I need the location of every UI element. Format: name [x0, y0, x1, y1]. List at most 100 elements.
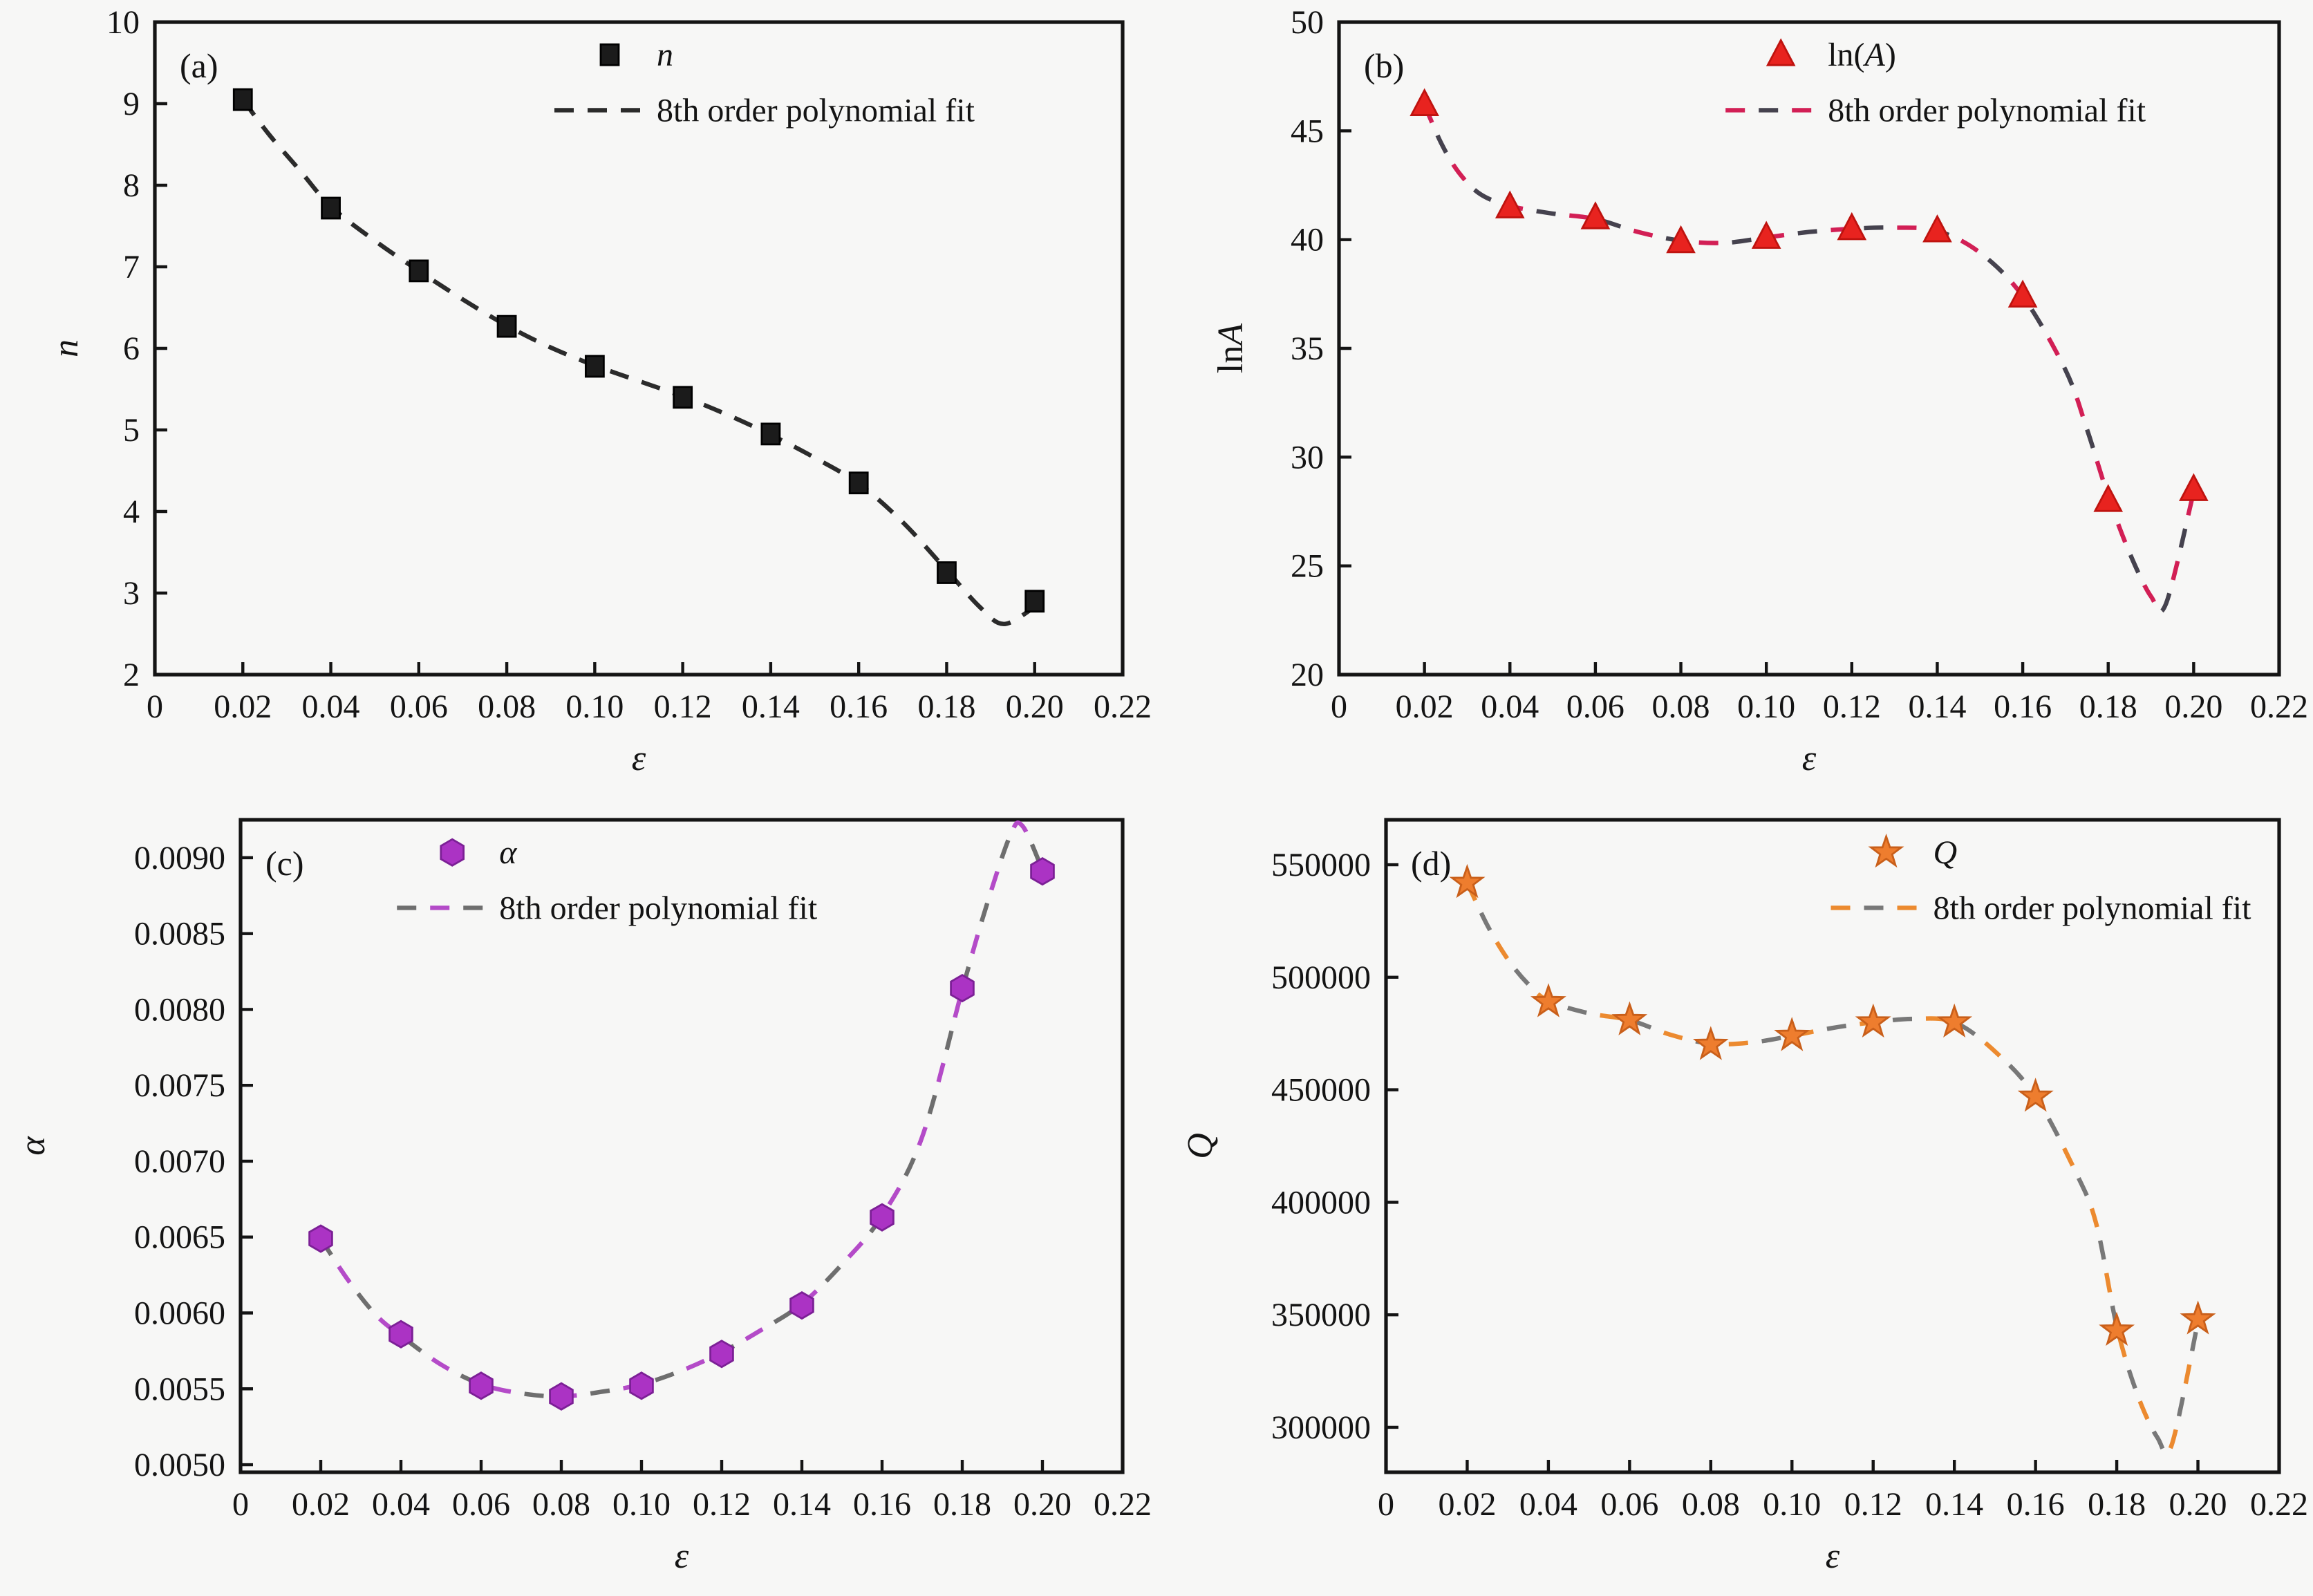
panel-a: 0 0.02 0.04 0.06 0.08 0.10 0.12 0.14 0.16 0.18 0.2…	[0, 0, 1156, 798]
x-tick-label: 0.06	[1600, 1486, 1658, 1523]
data-point-marker	[388, 1320, 413, 1349]
x-tick-label: 0.08	[532, 1486, 590, 1523]
y-tick-label: 0.0050	[134, 1447, 225, 1483]
legend-marker	[440, 838, 465, 867]
x-tick-label: 0.18	[2088, 1486, 2146, 1523]
y-tick-label: 25	[1291, 548, 1324, 585]
x-tick-label: 0.08	[478, 688, 536, 725]
data-point-marker	[469, 1371, 494, 1400]
panel-b: 0 0.02 0.04 0.06 0.08 0.10 0.12 0.14 0.16 0.18 0.2…	[1156, 0, 2313, 798]
data-point-marker	[1611, 1001, 1648, 1035]
legend-marker	[599, 43, 620, 66]
y-tick-label: 550000	[1271, 847, 1371, 883]
data-point-marker	[2093, 484, 2124, 512]
x-axis-label: ε	[1802, 739, 1817, 778]
legend-marker	[1766, 38, 1796, 66]
y-axis-label: α	[13, 1136, 53, 1156]
x-tick-label: 0.14	[1925, 1486, 1983, 1523]
x-tick-label: 0.22	[2250, 1486, 2308, 1523]
y-tick-label: 5	[123, 412, 140, 449]
x-tick-label: 0.20	[2169, 1486, 2227, 1523]
y-tick-label: 0.0075	[134, 1067, 225, 1104]
data-point-marker	[2017, 1078, 2054, 1112]
x-axis-label: ε	[675, 1537, 689, 1576]
x-tick-label: 0.04	[1481, 688, 1539, 725]
fit-curve	[1422, 104, 2196, 614]
data-point-marker	[1410, 88, 1439, 116]
data-point-marker	[1495, 190, 1525, 218]
data-point-marker	[1774, 1017, 1810, 1051]
x-tick-label: 0.18	[2079, 688, 2137, 725]
panel-c-chart: 0 0.02 0.04 0.06 0.08 0.10 0.12 0.14 0.16 0.18 0.2…	[13, 818, 1152, 1576]
data-point-marker	[584, 355, 605, 378]
data-point-marker	[2099, 1311, 2135, 1346]
x-tick-label: 0.14	[742, 688, 800, 725]
x-tick-label: 0.12	[1823, 688, 1881, 725]
y-tick-label: 8	[123, 167, 140, 204]
y-tick-label: 0.0080	[134, 991, 225, 1028]
data-point-marker	[1693, 1026, 1729, 1060]
data-point-marker	[1855, 1003, 1891, 1038]
panel-d-chart: 0 0.02 0.04 0.06 0.08 0.10 0.12 0.14 0.16 0.18 0.2…	[1181, 818, 2308, 1576]
y-axis-label: lnA	[1211, 323, 1251, 373]
data-point-marker	[673, 386, 693, 409]
legend-label: Q	[1933, 834, 1958, 871]
y-axis-label: n	[46, 339, 86, 357]
x-tick-label: 0.12	[654, 688, 712, 725]
x-tick-label: 0	[1331, 688, 1347, 725]
legend-marker	[1868, 833, 1904, 868]
fit-curve	[241, 98, 1036, 627]
panel-c: 0 0.02 0.04 0.06 0.08 0.10 0.12 0.14 0.16 0.18 0.2…	[0, 798, 1156, 1596]
data-point-marker	[308, 1224, 333, 1253]
plot-border	[153, 20, 1125, 677]
legend-label: 8th order polynomial fit	[1828, 92, 2146, 129]
y-tick-label: 400000	[1271, 1184, 1371, 1221]
x-tick-label: 0.02	[292, 1486, 350, 1523]
legend-label: 8th order polynomial fit	[1933, 890, 2252, 926]
y-tick-label: 500000	[1271, 959, 1371, 996]
panel-d: 0 0.02 0.04 0.06 0.08 0.10 0.12 0.14 0.16 0.18 0.2…	[1156, 798, 2313, 1596]
x-tick-label: 0.18	[933, 1486, 991, 1523]
x-tick-label: 0.22	[1094, 1486, 1152, 1523]
x-tick-label: 0.10	[612, 1486, 671, 1523]
y-tick-label: 50	[1291, 4, 1324, 41]
y-axis-label: Q	[1181, 1133, 1220, 1159]
x-tick-label: 0.16	[2007, 1486, 2065, 1523]
x-tick-label: 0	[232, 1486, 249, 1523]
x-axis-label: ε	[1826, 1537, 1840, 1576]
x-tick-label: 0	[147, 688, 163, 725]
panel-b-chart: 0 0.02 0.04 0.06 0.08 0.10 0.12 0.14 0.16 0.18 0.2…	[1211, 4, 2308, 778]
data-point-marker	[1936, 1003, 1973, 1038]
x-tick-label: 0.12	[693, 1486, 751, 1523]
fit-curve	[1465, 881, 2200, 1456]
legend-label: α	[499, 834, 517, 871]
x-tick-label: 0.12	[1844, 1486, 1902, 1523]
x-tick-label: 0.20	[2164, 688, 2222, 725]
x-tick-label: 0.02	[1396, 688, 1454, 725]
y-tick-label: 0.0070	[134, 1143, 225, 1180]
panel-tag: (c)	[265, 844, 304, 883]
x-tick-label: 0.20	[1006, 688, 1064, 725]
y-tick-label: 0.0065	[134, 1219, 225, 1256]
data-point-marker	[1530, 983, 1566, 1017]
y-tick-label: 20	[1291, 657, 1324, 693]
x-tick-label: 0.06	[452, 1486, 510, 1523]
data-point-marker	[496, 314, 517, 338]
x-tick-label: 0.14	[1908, 688, 1966, 725]
y-tick-label: 6	[123, 330, 140, 367]
y-tick-label: 450000	[1271, 1072, 1371, 1109]
panel-a-chart: 0 0.02 0.04 0.06 0.08 0.10 0.12 0.14 0.16 0.18 0.2…	[46, 4, 1152, 778]
y-tick-label: 10	[106, 4, 140, 41]
y-tick-label: 350000	[1271, 1297, 1371, 1333]
fit-curve	[1422, 104, 2196, 614]
y-tick-label: 45	[1291, 113, 1324, 149]
data-point-marker	[2007, 279, 2038, 308]
data-point-marker	[950, 973, 975, 1003]
legend-label: ln(A)	[1828, 37, 1896, 73]
x-tick-label: 0.18	[917, 688, 975, 725]
y-tick-label: 35	[1291, 330, 1324, 367]
x-tick-label: 0.10	[1737, 688, 1795, 725]
data-point-marker	[760, 422, 781, 446]
x-tick-label: 0.06	[1566, 688, 1624, 725]
